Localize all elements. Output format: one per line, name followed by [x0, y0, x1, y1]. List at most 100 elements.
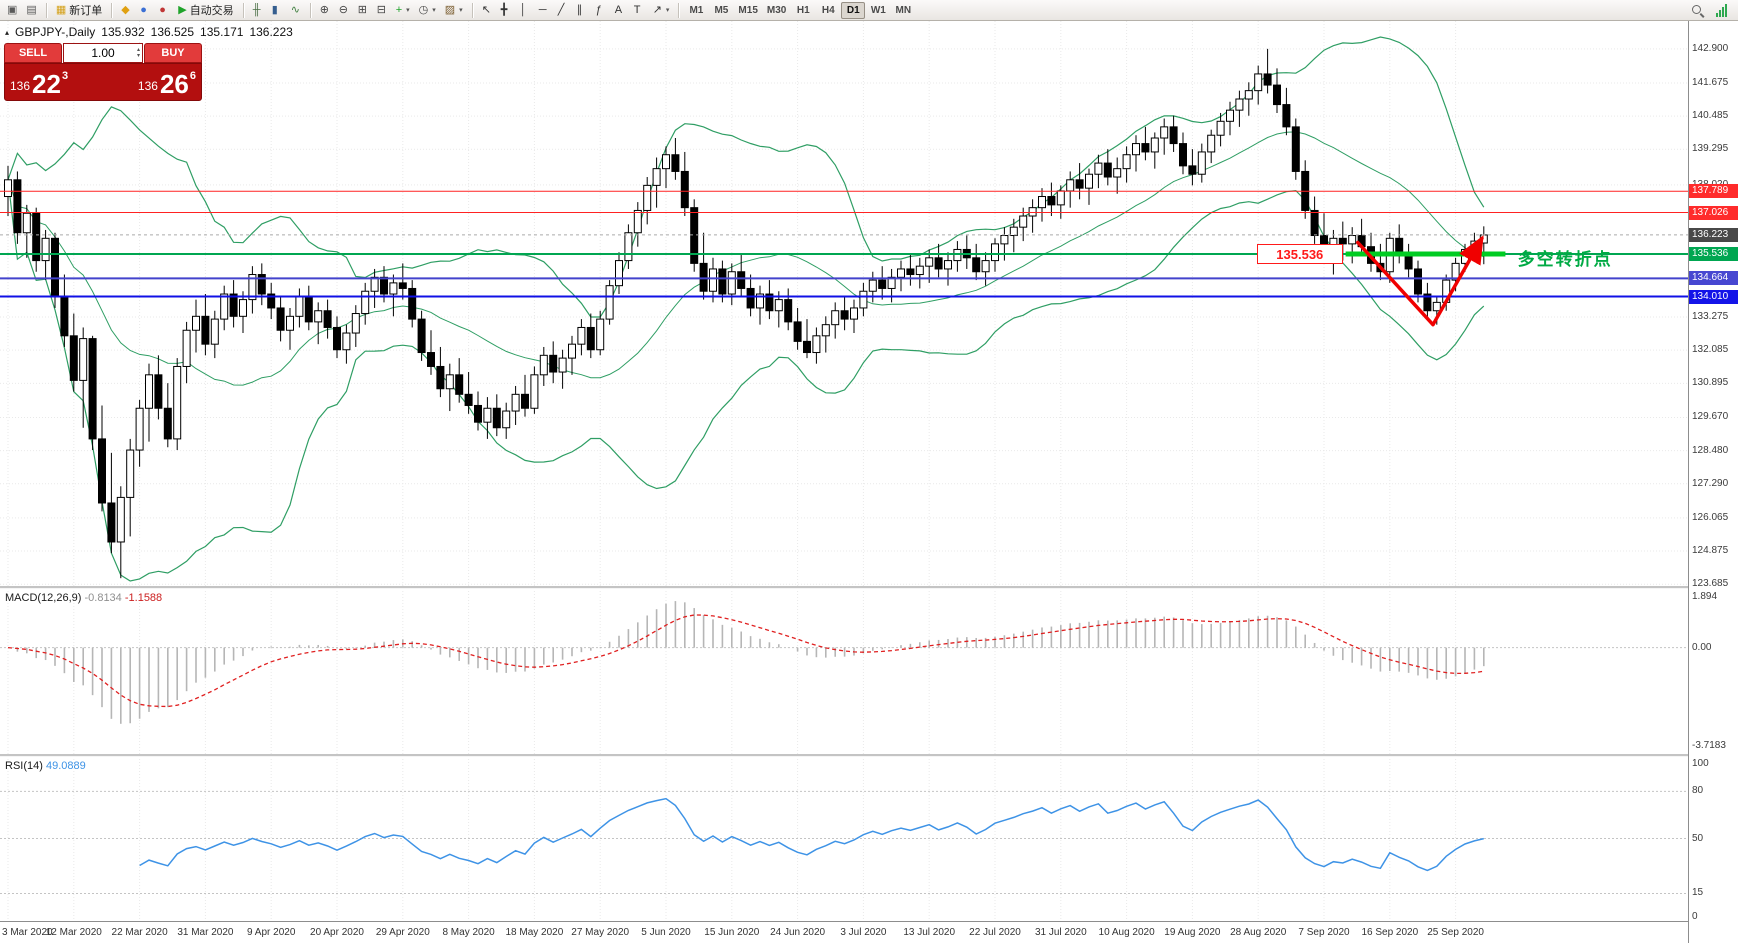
fibonacci-icon: ƒ — [595, 3, 602, 16]
volume-up-icon[interactable]: ▴ — [136, 47, 140, 53]
price-axis-label: 126.065 — [1692, 511, 1729, 523]
signal-bars-icon — [1716, 3, 1727, 17]
date-axis-label: 28 Aug 2020 — [1230, 927, 1287, 938]
low-value: 135.171 — [200, 25, 244, 39]
news-icon[interactable]: ● — [155, 1, 173, 19]
buy-price-pips: 26 — [159, 69, 189, 99]
market-icon: ◆ — [121, 3, 130, 16]
rsi-line — [139, 797, 1484, 872]
tile-windows-icon: ⊞ — [357, 3, 367, 16]
candlestick-mode-icon[interactable]: ▮ — [268, 1, 286, 19]
price-axis-label: 142.900 — [1692, 42, 1729, 54]
timeframe-m1[interactable]: M1 — [684, 2, 708, 19]
mql5-community-icon: ● — [140, 3, 147, 16]
auto-arrange-icon[interactable]: ⊟ — [373, 1, 391, 19]
crosshair-icon[interactable]: ╋ — [497, 1, 515, 19]
text-label-icon[interactable]: T — [630, 1, 648, 19]
buy-price-frac: 6 — [189, 70, 196, 82]
chevron-down-icon: ▾ — [432, 7, 436, 14]
turning-point-annotation[interactable]: 多空转折点 — [1518, 245, 1613, 270]
reversal-arrow[interactable] — [1356, 235, 1484, 327]
price-axis-tag: 136.223 — [1689, 227, 1738, 242]
horizontal-line-icon[interactable]: ─ — [535, 1, 553, 19]
new-order-button: ▦ — [55, 3, 67, 16]
rsi-value: 49.0889 — [45, 760, 86, 772]
mql5-community-icon[interactable]: ● — [136, 1, 154, 19]
price-axis-label: 140.485 — [1692, 110, 1729, 122]
date-axis-label: 15 Jun 2020 — [704, 927, 760, 938]
zoom-in-icon[interactable]: ⊕ — [316, 1, 334, 19]
volume-down-icon[interactable]: ▾ — [136, 53, 140, 59]
sell-button[interactable]: SELL — [4, 43, 62, 63]
templates-icon: ▨ — [444, 3, 456, 16]
vertical-line-icon: │ — [519, 3, 527, 16]
timeframe-h4[interactable]: H4 — [816, 2, 840, 19]
equidistant-channel-icon[interactable]: ∥ — [573, 1, 591, 19]
connection-status-icon[interactable] — [1712, 1, 1731, 19]
new-chart-icon[interactable]: ▣ — [3, 1, 21, 19]
timeframe-m15[interactable]: M15 — [734, 2, 761, 19]
price-callout-label[interactable]: 135.536 — [1256, 244, 1343, 265]
rsi-axis-label: 15 — [1692, 887, 1704, 899]
zoom-out-icon[interactable]: ⊖ — [335, 1, 353, 19]
sell-price-main: 136 — [10, 79, 31, 93]
arrows-tool-icon: ↗ — [652, 3, 662, 16]
timeframe-h1[interactable]: H1 — [791, 2, 815, 19]
text-tool-icon: A — [614, 3, 623, 16]
arrows-tool-icon[interactable]: ↗ ▾ — [649, 1, 674, 19]
chevron-down-icon: ▾ — [406, 7, 410, 14]
date-axis-label: 20 Apr 2020 — [310, 927, 364, 938]
timeframe-m5[interactable]: M5 — [709, 2, 733, 19]
new-order-button[interactable]: ▦ 新订单 — [52, 1, 106, 19]
timeframe-mn[interactable]: MN — [891, 2, 915, 19]
date-axis-label: 3 Jul 2020 — [840, 927, 887, 938]
price-axis-label: 129.670 — [1692, 411, 1729, 423]
new-chart-icon: ▣ — [7, 3, 18, 16]
fibonacci-icon[interactable]: ƒ — [592, 1, 610, 19]
date-axis-label: 8 May 2020 — [442, 927, 495, 938]
market-icon[interactable]: ◆ — [117, 1, 135, 19]
price-pane-layer[interactable] — [0, 36, 1688, 582]
date-axis-label: 27 May 2020 — [571, 927, 630, 938]
date-axis-label: 22 Jul 2020 — [969, 927, 1021, 938]
price-scale[interactable]: 142.900141.675140.485139.295138.020133.2… — [1688, 21, 1738, 943]
date-axis-label: 13 Jul 2020 — [903, 927, 956, 938]
timeframe-d1[interactable]: D1 — [841, 1, 866, 19]
pane-separator[interactable] — [0, 586, 1738, 589]
panel-toggle-icon[interactable]: ▴ — [5, 27, 10, 37]
price-axis-label: 141.675 — [1692, 76, 1729, 88]
tile-windows-icon[interactable]: ⊞ — [354, 1, 372, 19]
text-tool-icon[interactable]: A — [611, 1, 629, 19]
rsi-axis-label: 100 — [1692, 758, 1709, 769]
indicators-icon[interactable]: + ▾ — [392, 1, 414, 19]
pane-separator[interactable] — [0, 754, 1738, 757]
macd-pane-layer[interactable] — [0, 601, 1688, 724]
timeframe-m30[interactable]: M30 — [763, 2, 790, 19]
price-axis-tag: 134.010 — [1689, 289, 1738, 304]
time-scale[interactable]: 3 Mar 2020 12 Mar 2020 22 Mar 2020 31 Mar 2… — [0, 921, 1688, 944]
macd-axis-label: 1.894 — [1692, 591, 1718, 603]
volume-input[interactable]: 1.00 ▴ ▾ — [63, 43, 143, 63]
periods-icon[interactable]: ◷ ▾ — [415, 1, 440, 19]
templates-icon[interactable]: ▨ ▾ — [441, 1, 467, 19]
auto-arrange-icon: ⊟ — [376, 3, 386, 16]
rsi-pane-layer[interactable] — [0, 790, 1688, 894]
rsi-axis-label: 0 — [1692, 911, 1698, 922]
search-icon[interactable] — [1687, 1, 1708, 19]
macd-axis-label: -3.7183 — [1692, 740, 1726, 752]
line-chart-mode-icon[interactable]: ∿ — [287, 1, 305, 19]
open-value: 135.932 — [101, 25, 145, 39]
autotrading-button[interactable]: ▶ 自动交易 — [174, 1, 237, 19]
buy-button[interactable]: BUY — [144, 43, 202, 63]
price-axis-label: 133.275 — [1692, 311, 1729, 322]
vertical-line-icon[interactable]: │ — [516, 1, 534, 19]
price-axis-tag: 137.789 — [1689, 184, 1738, 199]
cursor-icon[interactable]: ↖ — [478, 1, 496, 19]
symbol-name: GBPJPY-,Daily — [15, 25, 96, 39]
timeframe-w1[interactable]: W1 — [866, 2, 890, 19]
chart-profiles-icon[interactable]: ▤ — [22, 1, 40, 19]
bar-chart-mode-icon[interactable]: ╫ — [249, 1, 267, 19]
trendline-icon[interactable]: ╱ — [554, 1, 572, 19]
price-axis-label: 130.895 — [1692, 377, 1729, 389]
